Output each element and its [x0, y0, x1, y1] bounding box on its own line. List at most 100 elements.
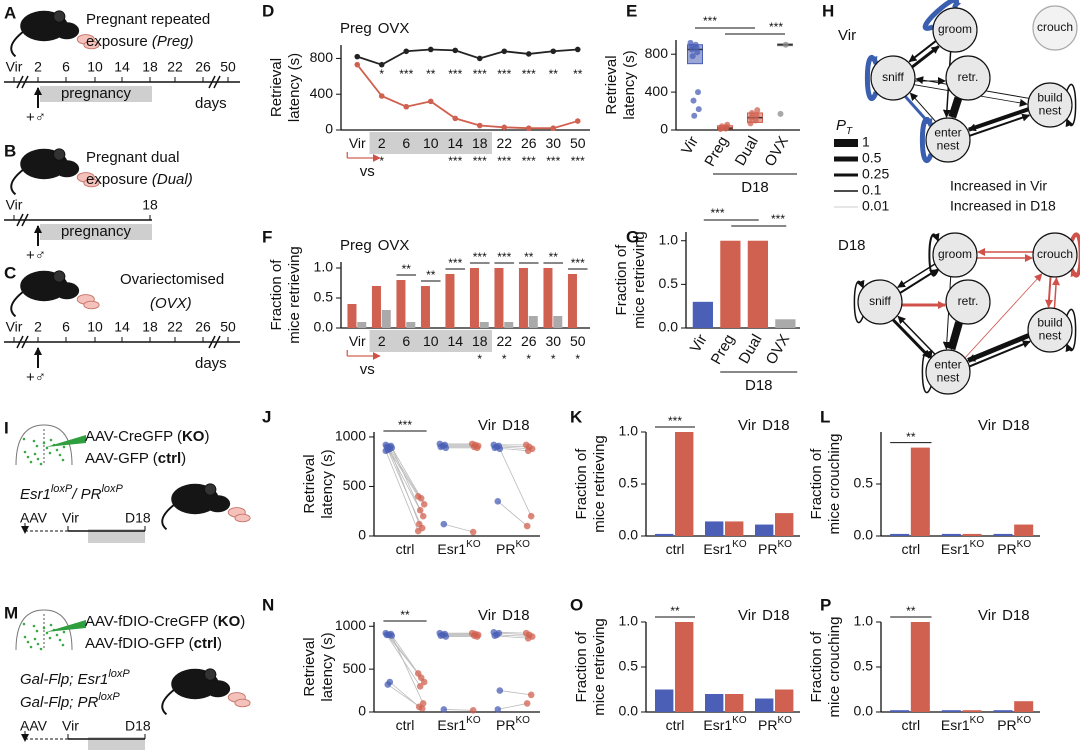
vs-label: vs [360, 163, 375, 180]
mouse-head [54, 282, 80, 300]
panel-label: H [822, 1, 834, 20]
significance-stars-vs: * [502, 352, 507, 366]
panel-title: exposure (Preg) [86, 33, 194, 50]
data-point [403, 103, 410, 110]
legend-entry: Vir [978, 417, 996, 434]
x-tick-label: ctrl [396, 717, 415, 733]
transition-edge [911, 45, 940, 69]
bar [725, 521, 744, 536]
transition-edge [897, 263, 936, 288]
data-point [452, 115, 459, 122]
x-tick-label-text: 30 [545, 333, 561, 349]
pregnancy-bar [88, 529, 145, 543]
legend-value: 1 [862, 134, 870, 150]
panel-title-text: Pregnant dual [86, 149, 179, 166]
gfp-cell [36, 457, 40, 461]
data-point [525, 125, 532, 132]
data-point [525, 51, 532, 57]
pair-line [497, 501, 528, 527]
y-tick-label: 400 [310, 85, 334, 101]
bar [720, 240, 741, 328]
x-tick-label: 18 [472, 333, 488, 349]
gfp-cell [55, 633, 59, 637]
panel-label: N [262, 595, 274, 614]
significance-stars: ** [402, 262, 412, 276]
x-tick-label-sup: KO [1017, 715, 1032, 726]
construct-part: ) [240, 613, 245, 630]
panel-title-text: exposure [86, 33, 152, 50]
self-loop [922, 0, 962, 31]
bar [962, 533, 982, 536]
transition-edge [964, 273, 1043, 359]
timeline-tick-label: Vir [6, 319, 23, 335]
y-axis-label: Fraction of [573, 631, 590, 703]
data-point [695, 106, 702, 113]
pregnancy-label: pregnancy [61, 223, 132, 240]
x-tick-label: 10 [423, 135, 439, 151]
bar [553, 316, 563, 328]
pair-line [387, 449, 423, 529]
data-point [417, 495, 425, 502]
y-axis-label: Retrieval [301, 637, 318, 696]
x-tick-label: Preg [701, 133, 732, 169]
data-point [524, 447, 532, 455]
data-point [427, 46, 434, 53]
bar [775, 689, 794, 712]
x-tick-label-text: 22 [496, 333, 512, 349]
significance-stars: *** [473, 250, 487, 264]
data-point [420, 501, 428, 508]
panel-label: I [4, 418, 9, 437]
bar [692, 301, 713, 328]
construct: AAV-fDIO-CreGFP (KO) [85, 613, 245, 630]
data-point [574, 46, 581, 53]
behavior-node [1032, 232, 1078, 278]
injection-pipette [46, 435, 86, 447]
y-tick-label: 500 [343, 660, 367, 676]
x-tick-label-sup: KO [1017, 539, 1032, 550]
y-tick-label: 0.0 [314, 319, 334, 335]
construct-part: ctrl [194, 635, 217, 652]
significance-stars: *** [571, 256, 585, 270]
x-tick-label-text: PR [997, 717, 1016, 733]
data-point [491, 444, 499, 452]
panel-label: D [262, 1, 274, 20]
self-loop [864, 54, 879, 102]
bar [469, 268, 479, 328]
timeline-tick-label: 6 [62, 319, 70, 335]
panel-title-text: exposure [86, 171, 152, 188]
data-point [473, 633, 481, 640]
construct: AAV-fDIO-GFP (ctrl) [85, 635, 222, 652]
y-axis-label: mice retrieving [591, 618, 608, 716]
transition-edge [1045, 276, 1053, 308]
x-tick-label: Esr1KO [703, 539, 746, 557]
bar [775, 513, 794, 536]
legend-value: 0.25 [862, 166, 889, 182]
data-point [748, 114, 755, 121]
x-tick-label: Vir [678, 133, 702, 157]
timeline-tick-label: 10 [87, 59, 103, 75]
gfp-cell [39, 462, 43, 466]
pair-line [391, 635, 424, 704]
data-point [550, 125, 557, 132]
data-point [690, 97, 697, 104]
gfp-cell [23, 450, 27, 454]
self-loop [919, 116, 934, 164]
x-tick-label: Dual [735, 331, 765, 366]
y-tick-label: 0 [660, 121, 668, 137]
gfp-cell [33, 452, 37, 456]
data-point [378, 61, 385, 68]
x-tick-label: 26 [521, 333, 537, 349]
data-point [691, 112, 698, 119]
x-tick-label: Esr1KO [703, 715, 746, 733]
pair-line [389, 448, 420, 525]
data-point [491, 632, 499, 640]
panel-title: Pregnant repeated [86, 11, 210, 28]
y-tick-label: 1.0 [314, 259, 334, 275]
behavior-node-label: nest [937, 371, 960, 385]
data-point [414, 527, 422, 535]
y-tick-label: 0.0 [619, 703, 639, 719]
bar [406, 322, 416, 328]
transition-edge [909, 92, 937, 122]
